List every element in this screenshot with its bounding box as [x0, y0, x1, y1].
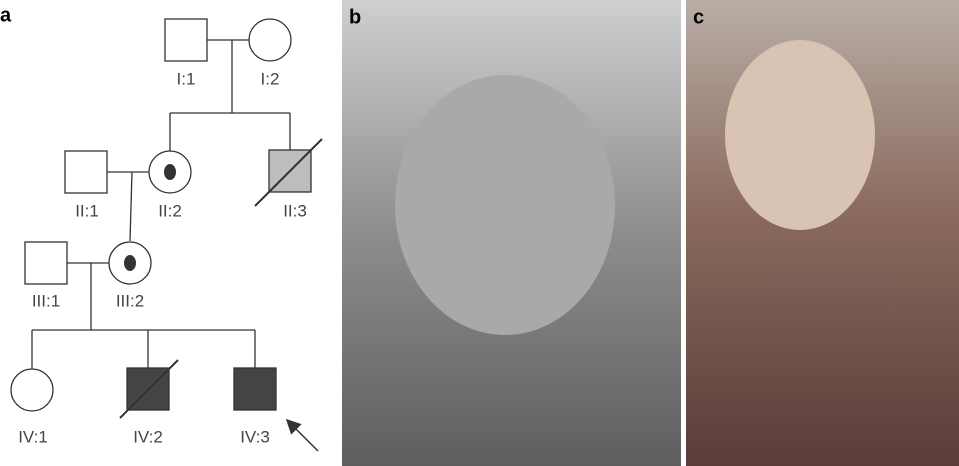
node-label: IV:1 [18, 427, 48, 446]
photo-b-face [395, 75, 615, 335]
node-label: I:2 [261, 69, 280, 88]
node-label: I:1 [177, 69, 196, 88]
panel-label: b [349, 6, 361, 28]
node-label: III:2 [116, 291, 144, 310]
node-label: II:3 [283, 201, 307, 220]
node-label: II:1 [75, 201, 99, 220]
node-label: IV:3 [240, 427, 270, 446]
panel-label: a [0, 4, 12, 26]
figure: a b c I:1 I:2 II:1 II:2 [0, 0, 959, 466]
node-label: III:1 [32, 291, 60, 310]
photo-c-face [725, 40, 875, 230]
panel-label: c [693, 6, 704, 28]
node-label: IV:2 [133, 427, 163, 446]
node-label: II:2 [158, 201, 182, 220]
